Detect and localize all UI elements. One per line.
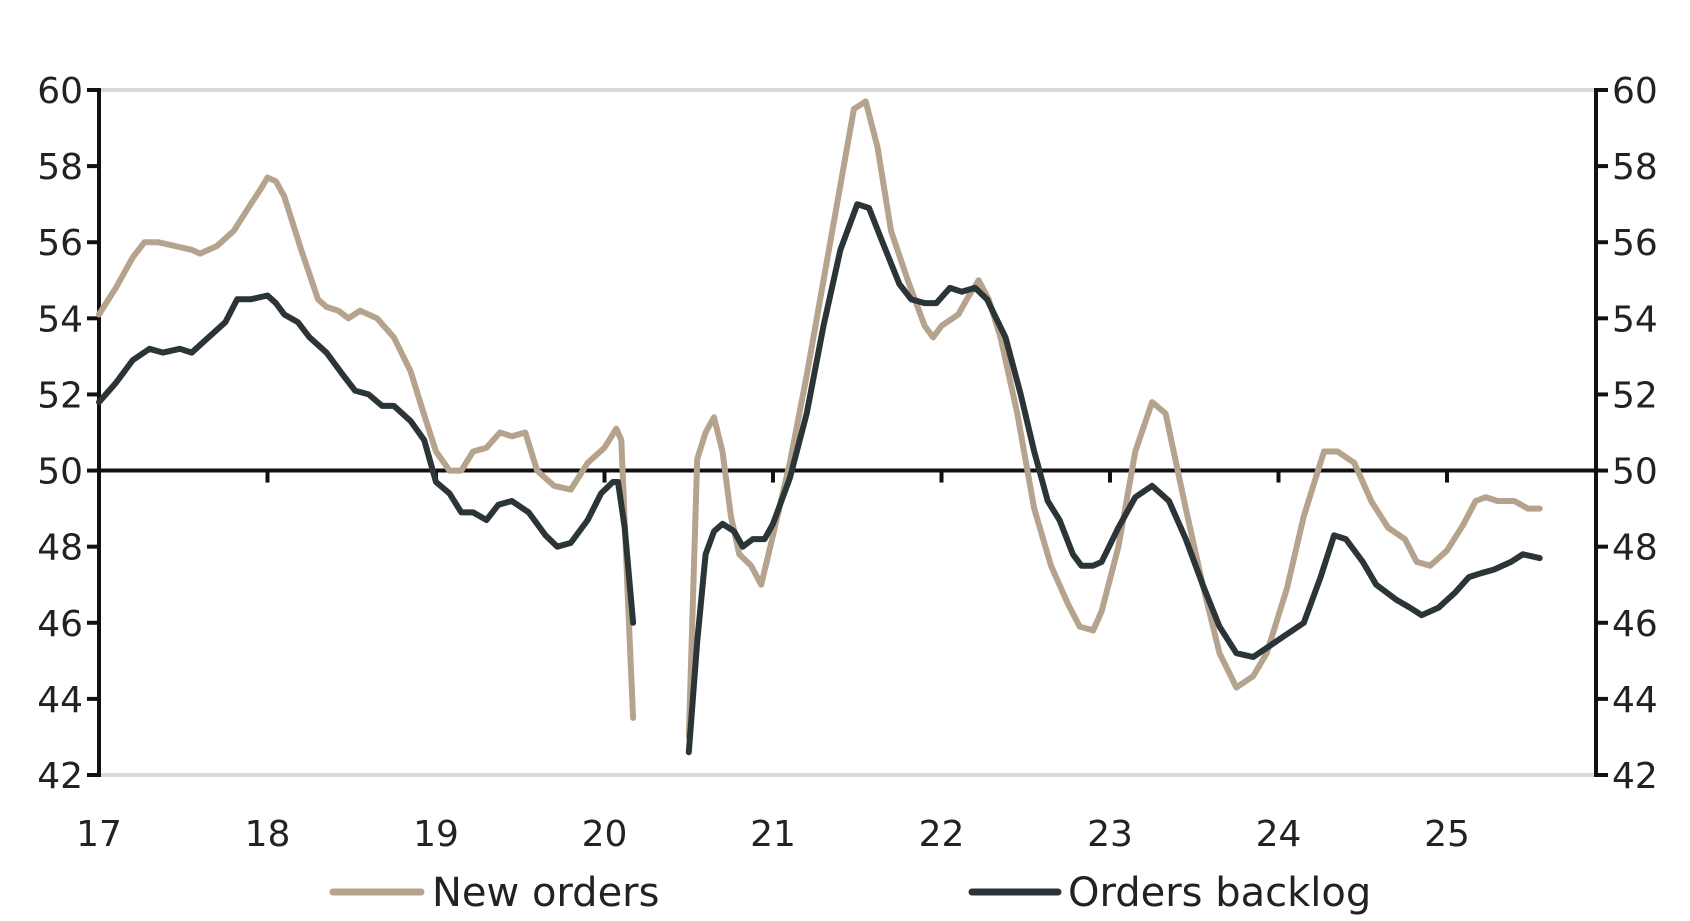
axis-ticks [87,88,1608,777]
x-tick-label: 21 [750,814,796,855]
x-tick-label: 23 [1087,814,1133,855]
y-right-tick-label: 52 [1612,375,1658,416]
y-left-tick-label: 50 [37,452,83,493]
y-left-tick-label: 46 [37,604,83,645]
x-tick-label: 22 [919,814,965,855]
y-left-tick-label: 52 [37,375,83,416]
y-left-tick-label: 56 [37,223,83,264]
x-tick-label: 18 [245,814,291,855]
x-tick-label: 24 [1256,814,1302,855]
series-lines [96,98,1543,756]
y-right-tick-label: 42 [1612,756,1658,797]
legend-label-new-orders: New orders [432,870,659,916]
x-tick-label: 20 [582,814,628,855]
y-left-tick-label: 48 [37,528,83,569]
y-right-tick-label: 44 [1612,680,1658,721]
x-tick-label: 19 [413,814,459,855]
series-orders-backlog-line [96,201,1543,756]
y-right-tick-label: 50 [1612,452,1658,493]
y-right-tick-label: 48 [1612,528,1658,569]
y-right-tick-label: 56 [1612,223,1658,264]
axes [97,88,1598,777]
y-right-tick-label: 58 [1612,147,1658,188]
y-left-tick-label: 58 [37,147,83,188]
gridlines [96,88,1596,777]
y-left-tick-label: 42 [37,756,83,797]
axis-labels: 42 44 46 48 50 52 54 56 58 60 42 44 46 48 50 52 54 56 58 60… [37,71,1658,855]
series-new-orders-line [96,98,1543,740]
y-left-tick-label: 44 [37,680,83,721]
y-right-tick-label: 54 [1612,299,1658,340]
x-tick-label: 17 [76,814,122,855]
legend-label-orders-backlog: Orders backlog [1068,870,1371,916]
y-right-tick-label: 46 [1612,604,1658,645]
y-left-tick-label: 60 [37,71,83,112]
legend: New orders Orders backlog [329,870,1371,916]
y-right-tick-label: 60 [1612,71,1658,112]
y-left-tick-label: 54 [37,299,83,340]
x-tick-label: 25 [1424,814,1470,855]
